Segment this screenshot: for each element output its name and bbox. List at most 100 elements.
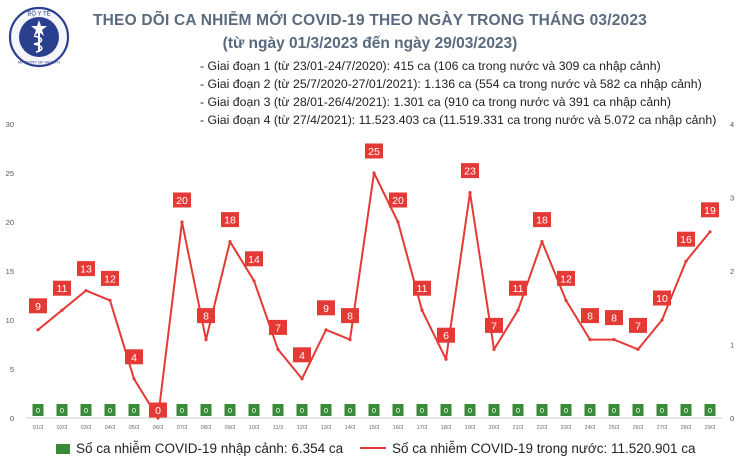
domestic-value-label: 18 [224, 215, 236, 227]
domestic-cases-point [396, 220, 400, 224]
domestic-value-label-box [317, 300, 335, 316]
imported-bar-value-label: 0 [300, 406, 304, 415]
legend-item-domestic: Số ca nhiễm COVID-19 trong nước: 11.520.… [360, 441, 696, 456]
domestic-cases-point [540, 240, 544, 244]
phase-summary-list: - Giai đoạn 1 (từ 23/01-24/7/2020): 415 … [200, 57, 716, 129]
y-right-tick-label: 1 [730, 341, 734, 350]
chart-title: THEO DÕI CA NHIỄM MỚI COVID-19 THEO NGÀY… [92, 12, 648, 29]
imported-bar-value-label: 0 [108, 406, 112, 415]
imported-cases-bar [272, 404, 284, 416]
domestic-value-label: 11 [417, 283, 428, 295]
domestic-value-label: 16 [680, 234, 692, 246]
imported-bar-value-label: 0 [708, 406, 712, 415]
domestic-value-label-box [533, 212, 551, 228]
imported-cases-bar [536, 404, 548, 416]
legend-label-domestic: Số ca nhiễm COVID-19 trong nước: 11.520.… [392, 441, 696, 456]
domestic-cases-point [588, 338, 592, 342]
imported-cases-bar [440, 404, 452, 416]
domestic-value-label: 25 [368, 146, 380, 158]
domestic-value-label-box [461, 163, 479, 179]
domestic-value-label-box [77, 261, 95, 277]
domestic-value-label: 19 [704, 205, 716, 217]
x-tick-label: 25/3 [609, 425, 620, 430]
domestic-value-label-box [413, 280, 431, 296]
x-tick-label: 02/3 [57, 425, 68, 430]
domestic-cases-point [516, 308, 520, 312]
domestic-cases-point [372, 171, 376, 175]
imported-cases-bar [512, 404, 524, 416]
domestic-value-label: 13 [80, 264, 92, 276]
imported-cases-bar [296, 404, 308, 416]
domestic-cases-point [36, 328, 40, 332]
domestic-cases-point [324, 328, 328, 332]
x-tick-label: 07/3 [177, 425, 188, 430]
domestic-cases-point [660, 318, 664, 322]
imported-cases-bar [704, 404, 716, 416]
x-tick-label: 28/3 [681, 425, 692, 430]
phase-summary-item: - Giai đoạn 4 (từ 27/4/2021): 11.523.403… [200, 113, 717, 127]
chart-subtitle: (từ ngày 01/3/2023 đến ngày 29/03/2023) [222, 35, 518, 52]
imported-bar-value-label: 0 [252, 406, 256, 415]
domestic-value-label: 23 [464, 166, 476, 178]
domestic-value-label-box [629, 317, 647, 333]
svg-text:MINISTRY OF HEALTH: MINISTRY OF HEALTH [18, 60, 60, 65]
domestic-cases-point [636, 347, 640, 351]
legend-swatch-line [360, 447, 386, 449]
domestic-value-label: 7 [491, 320, 497, 332]
imported-cases-bar [416, 404, 428, 416]
domestic-cases-point [228, 240, 232, 244]
x-tick-label: 16/3 [393, 425, 404, 430]
y-left-tick-label: 10 [6, 316, 14, 325]
x-tick-label: 22/3 [537, 425, 548, 430]
y-left-tick-label: 25 [6, 169, 14, 178]
imported-cases-bar [368, 404, 380, 416]
domestic-value-label: 8 [611, 313, 617, 325]
domestic-cases-point [300, 377, 304, 381]
y-left-tick-label: 5 [10, 365, 14, 374]
y-right-tick-label: 2 [730, 267, 734, 276]
legend-label-imported: Số ca nhiễm COVID-19 nhập cảnh: 6.354 ca [76, 441, 344, 456]
x-tick-label: 20/3 [489, 425, 500, 430]
domestic-value-label-box [701, 202, 719, 218]
imported-bar-value-label: 0 [612, 406, 616, 415]
domestic-cases-point [60, 308, 64, 312]
domestic-cases-point [348, 338, 352, 342]
x-tick-label: 21/3 [513, 425, 524, 430]
x-tick-label: 27/3 [657, 425, 668, 430]
domestic-value-label-box [293, 347, 311, 363]
imported-cases-bar [584, 404, 596, 416]
domestic-value-label: 7 [635, 320, 641, 332]
domestic-value-label: 8 [347, 311, 353, 323]
x-tick-label: 03/3 [81, 425, 92, 430]
domestic-cases-point [276, 347, 280, 351]
domestic-value-label: 8 [587, 311, 593, 323]
x-tick-label: 13/3 [321, 425, 332, 430]
imported-bar-value-label: 0 [492, 406, 496, 415]
domestic-value-label-box [53, 280, 71, 296]
x-tick-label: 17/3 [417, 425, 428, 430]
domestic-value-label: 20 [392, 195, 404, 207]
domestic-value-label: 11 [513, 283, 524, 295]
imported-bar-value-label: 0 [468, 406, 472, 415]
domestic-value-label-box [197, 308, 215, 324]
domestic-cases-point [708, 230, 712, 234]
domestic-value-label-box [29, 298, 47, 314]
domestic-value-label-box [437, 327, 455, 343]
imported-bar-value-label: 0 [588, 406, 592, 415]
domestic-cases-point [444, 357, 448, 361]
y-right-tick-label: 4 [730, 120, 734, 129]
x-tick-label: 23/3 [561, 425, 572, 430]
domestic-cases-point [492, 347, 496, 351]
domestic-value-label: 9 [35, 301, 41, 313]
x-tick-label: 12/3 [297, 425, 308, 430]
imported-cases-bar [128, 404, 140, 416]
x-tick-label: 01/3 [33, 425, 44, 430]
imported-cases-bar [560, 404, 572, 416]
imported-cases-bar [608, 404, 620, 416]
domestic-value-label-box [365, 143, 383, 159]
phase-summary-item: - Giai đoạn 1 (từ 23/01-24/7/2020): 415 … [200, 59, 661, 73]
phase-summary-item: - Giai đoạn 3 (từ 28/01-26/4/2021): 1.30… [200, 95, 671, 109]
x-tick-label: 10/3 [249, 425, 260, 430]
domestic-value-label-box [653, 290, 671, 306]
imported-cases-bar [80, 404, 92, 416]
